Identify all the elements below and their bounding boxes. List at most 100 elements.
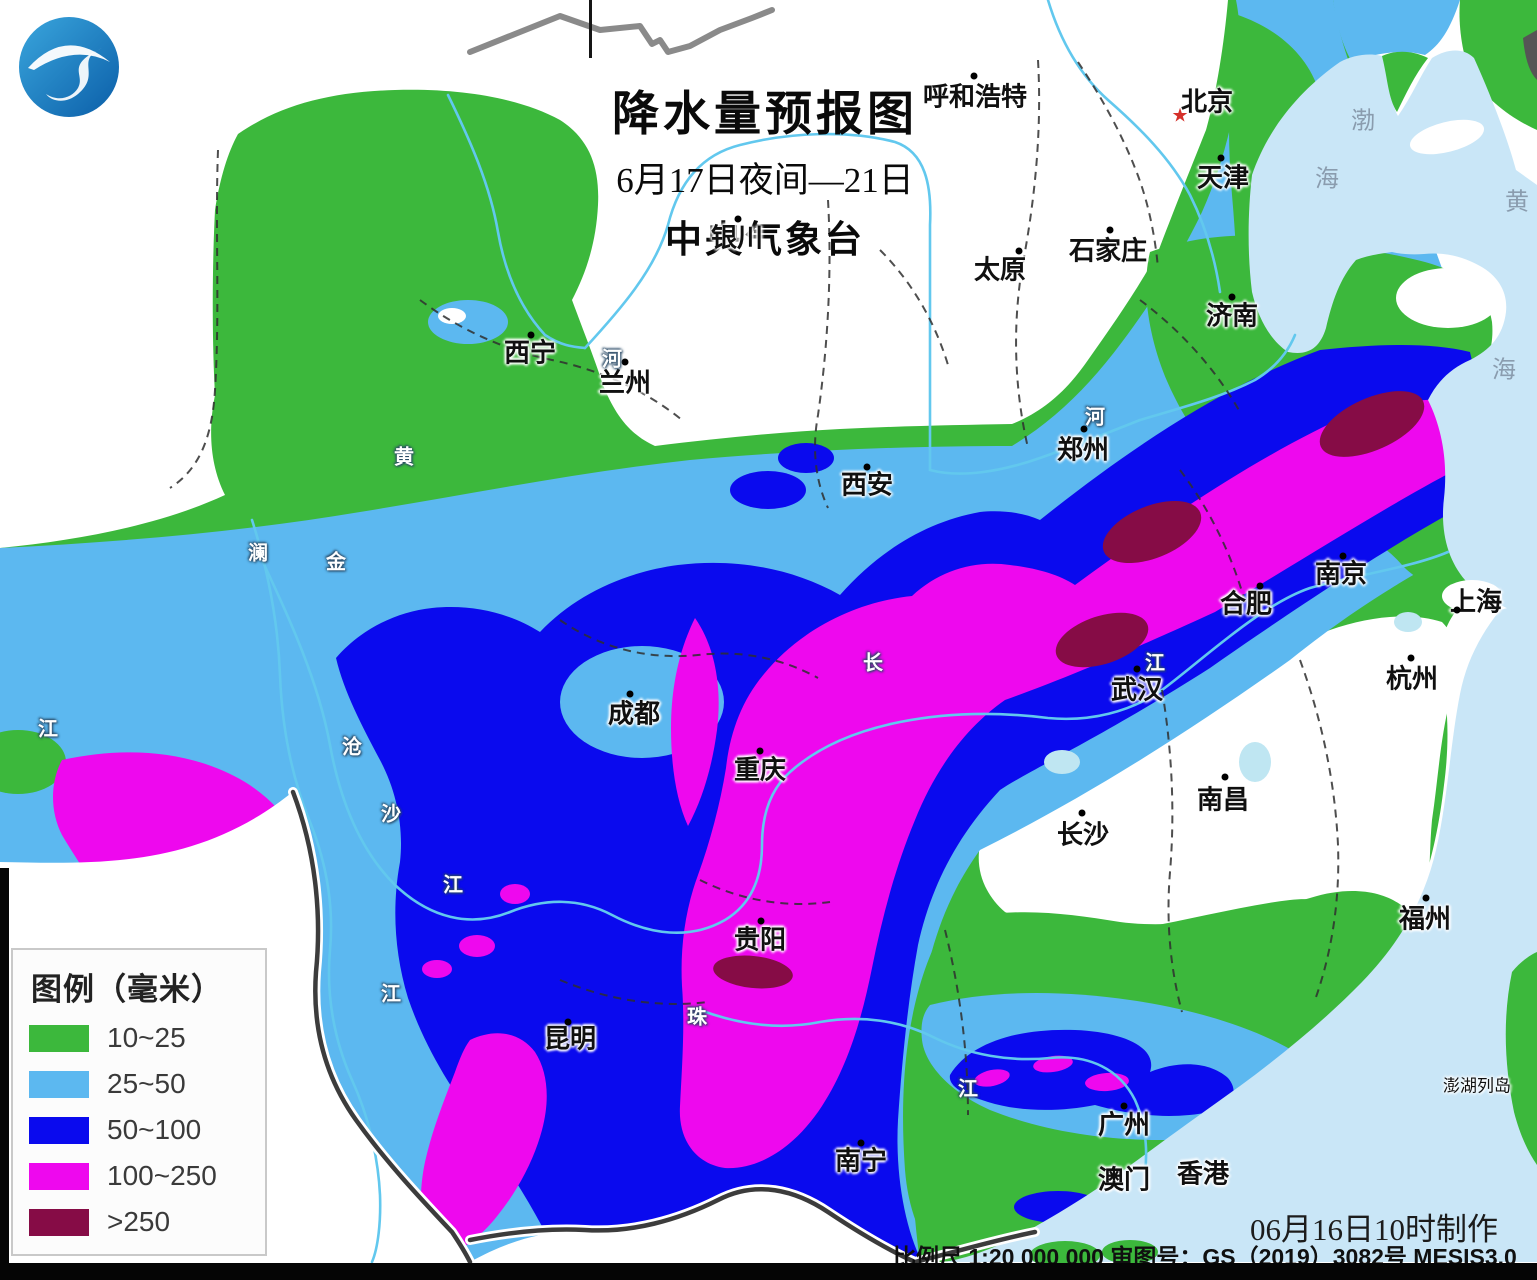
city-dot-贵阳 [757, 917, 765, 925]
tai-lake [1394, 612, 1422, 632]
city-dot-上海 [1453, 606, 1461, 614]
legend-swatch-3 [29, 1162, 89, 1190]
city-label-天津: 天津 [1196, 162, 1250, 193]
province-border [559, 619, 819, 679]
city-label-武汉: 武汉 [1110, 674, 1164, 705]
cma-logo [19, 17, 119, 117]
city-label-福州: 福州 [1398, 903, 1452, 934]
magenta-spot-1 [500, 884, 530, 904]
legend: 图例（毫米） 10~25 25~50 50~100 100~250 >250 [11, 948, 267, 1256]
magenta-spot-gd-1 [974, 1069, 1010, 1087]
map-title: 降水量预报图 [612, 87, 918, 140]
title-block: 降水量预报图 6月17日夜间—21日 中央气象台 [612, 75, 918, 263]
city-dot-福州 [1422, 894, 1430, 902]
magenta-spot-2 [459, 935, 495, 957]
city-dot-武汉 [1133, 665, 1141, 673]
cma-logo-swirl-top [28, 45, 110, 70]
province-border [1015, 59, 1041, 449]
river-label-珠-12: 珠 [687, 1006, 707, 1029]
meridian-line [589, 0, 592, 58]
city-dot-天津 [1217, 154, 1225, 162]
yangtze-river [260, 550, 1450, 935]
river-label-江-10: 江 [443, 874, 463, 897]
upper-yellow-river [446, 93, 587, 350]
city-label-南京: 南京 [1314, 558, 1368, 589]
lancang-river [250, 518, 382, 1264]
city-label-香港: 香港 [1176, 1158, 1230, 1189]
river-label-江-7: 江 [38, 718, 58, 741]
maroon-blob-wuhan [1055, 612, 1149, 668]
pearl-river [698, 1008, 1148, 1174]
city-dot-合肥 [1256, 582, 1264, 590]
legend-rows: 10~25 25~50 50~100 100~250 >250 [13, 1015, 265, 1245]
leizhou-green-1 [1030, 1241, 1100, 1269]
sea-label-海-3: 海 [1492, 356, 1516, 384]
blue-blob-xian-2 [730, 471, 806, 509]
sea-label-黄-2: 黄 [1505, 188, 1529, 216]
city-label-成都: 成都 [607, 698, 661, 729]
city-dot-郑州 [1080, 425, 1088, 433]
magenta-tongue-sichuan [671, 618, 719, 826]
city-label-广州: 广州 [1097, 1109, 1151, 1140]
legend-swatch-4 [29, 1208, 89, 1236]
lightblue-liaoning [1333, 0, 1460, 62]
hai-river [1046, 0, 1222, 294]
city-label-长沙: 长沙 [1056, 819, 1110, 850]
legend-row-3: 100~250 [13, 1153, 265, 1199]
city-dot-南宁 [857, 1139, 865, 1147]
city-label-杭州: 杭州 [1385, 663, 1439, 694]
river-label-金-4: 金 [326, 551, 346, 574]
leizhou-green-2 [1102, 1240, 1158, 1264]
city-label-北京: 北京 [1180, 86, 1234, 117]
city-dot-杭州 [1407, 654, 1415, 662]
city-label-郑州: 郑州 [1056, 434, 1110, 465]
rain-band-magenta-main [679, 398, 1487, 1169]
river-label-河-2: 河 [1085, 406, 1105, 429]
sea-label-海-1: 海 [1315, 165, 1339, 193]
city-label-呼和浩特: 呼和浩特 [922, 81, 1028, 112]
maroon-blob-jiangsu [1319, 391, 1425, 457]
province-border [1299, 659, 1340, 1001]
legend-swatch-1 [29, 1070, 89, 1098]
province-border [169, 149, 219, 489]
legend-swatch-2 [29, 1116, 89, 1144]
city-dot-银川 [734, 215, 742, 223]
dongting-lake [1044, 750, 1080, 774]
city-label-南宁: 南宁 [834, 1145, 888, 1176]
river-label-江-13: 江 [958, 1078, 978, 1101]
river-label-澜-3: 澜 [248, 542, 268, 565]
river-label-江-11: 江 [381, 983, 401, 1006]
legend-row-0: 10~25 [13, 1015, 265, 1061]
magenta-spot-3 [422, 960, 452, 978]
qinghai-lake-inner [438, 308, 466, 324]
city-label-西安: 西安 [840, 469, 894, 500]
blue-blob-xian-1 [778, 443, 834, 473]
taiwan-west-coast [1505, 952, 1537, 1165]
bohai-island [1409, 119, 1485, 155]
foreign-area-vietnam [470, 1191, 920, 1262]
cma-logo-swirl-tail [46, 48, 102, 101]
shandong-tip-dry [1396, 268, 1500, 328]
province-border [1179, 469, 1246, 603]
city-dot-济南 [1228, 293, 1236, 301]
city-dot-西宁 [527, 331, 535, 339]
province-border [1161, 689, 1183, 1013]
blue-blob-guangdong-north [949, 1029, 1234, 1116]
qinghai-lake [428, 300, 508, 344]
city-dot-昆明 [564, 1018, 572, 1026]
shanghai-area [1442, 580, 1502, 612]
city-dot-太原 [1015, 247, 1023, 255]
river-label-江-6: 江 [1145, 652, 1165, 675]
vietnam-border [467, 1187, 1038, 1265]
southwest-border [290, 789, 473, 1265]
city-label-昆明: 昆明 [543, 1023, 597, 1054]
legend-label-1: 25~50 [107, 1068, 186, 1099]
map-agency: 中央气象台 [665, 219, 865, 260]
city-label-西宁: 西宁 [503, 337, 557, 368]
city-label-合肥: 合肥 [1219, 588, 1273, 619]
poyang-lake [1239, 742, 1271, 782]
korea-corner [1523, 30, 1537, 80]
river-label-黄-1: 黄 [394, 446, 414, 469]
city-label-兰州: 兰州 [598, 367, 652, 398]
